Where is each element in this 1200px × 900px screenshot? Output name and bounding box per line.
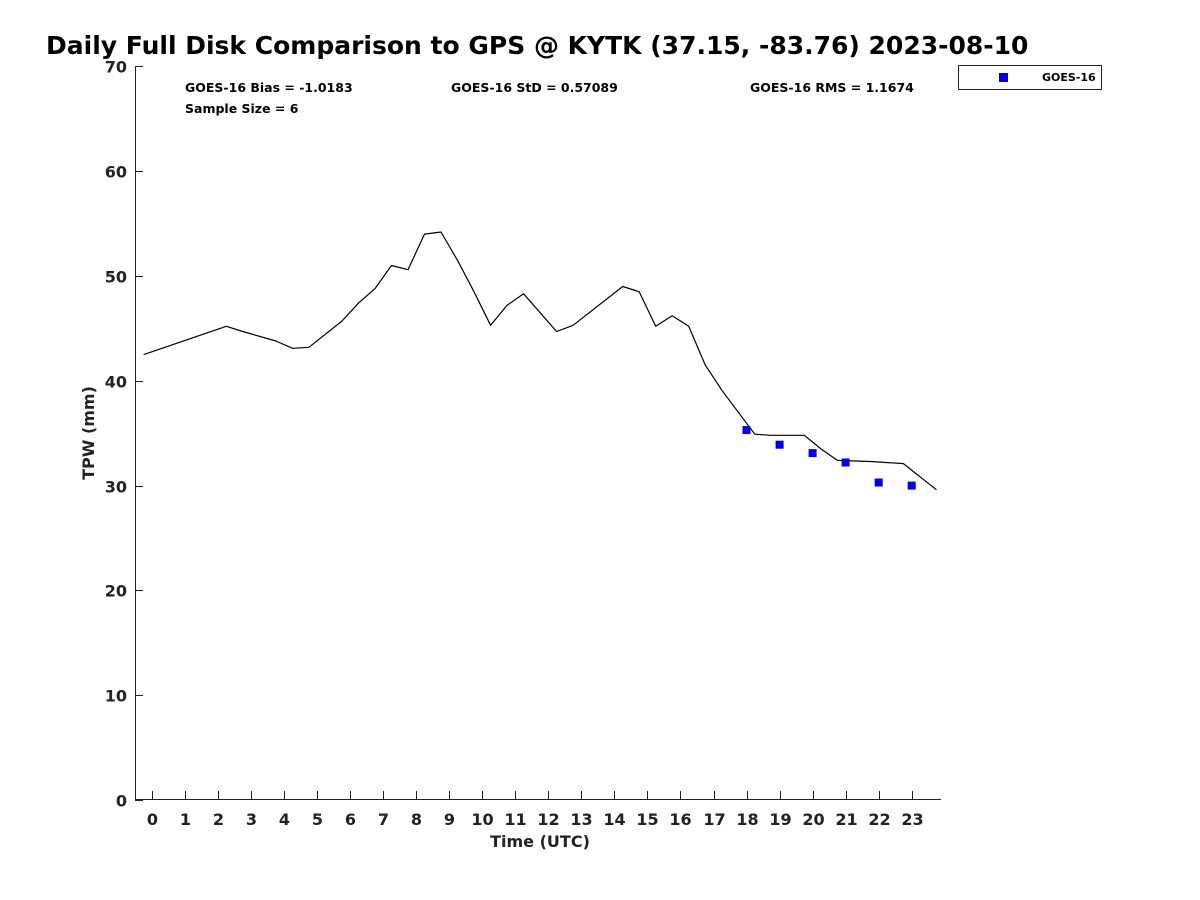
y-axis-label: TPW (mm) — [79, 386, 98, 480]
x-tick-label: 11 — [504, 810, 526, 829]
x-tick-label: 18 — [736, 810, 758, 829]
x-tick-label: 4 — [279, 810, 290, 829]
x-tick-label: 8 — [411, 810, 422, 829]
x-axis-label: Time (UTC) — [490, 832, 590, 851]
x-ticks: 0 1 2 3 4 5 6 7 8 9 10 11 12 13 14 15 16 17 18 19 20 21 22 23 — [147, 791, 924, 829]
stat-sample-size: Sample Size = 6 — [185, 101, 299, 116]
x-tick-label: 16 — [669, 810, 691, 829]
stat-rms: GOES-16 RMS = 1.1674 — [750, 80, 914, 95]
x-tick-label: 0 — [147, 810, 158, 829]
x-tick-label: 19 — [769, 810, 791, 829]
y-tick-label: 0 — [116, 792, 127, 811]
x-tick-label: 12 — [537, 810, 559, 829]
y-tick-label: 30 — [105, 478, 127, 497]
x-tick-label: 22 — [868, 810, 890, 829]
x-tick-label: 7 — [378, 810, 389, 829]
goes-16-point — [874, 478, 883, 487]
chart-title: Daily Full Disk Comparison to GPS @ KYTK… — [46, 31, 1028, 60]
x-tick-label: 13 — [570, 810, 592, 829]
goes-16-point — [907, 481, 916, 490]
y-tick-label: 20 — [105, 582, 127, 601]
x-tick-label: 14 — [603, 810, 625, 829]
goes-16-point — [775, 440, 784, 449]
x-tick-label: 2 — [213, 810, 224, 829]
x-tick-label: 3 — [246, 810, 257, 829]
y-tick-label: 70 — [105, 58, 127, 77]
goes-16-point — [841, 458, 850, 467]
x-tick-label: 9 — [444, 810, 455, 829]
legend: GOES-16 — [958, 65, 1102, 90]
x-tick-label: 23 — [901, 810, 923, 829]
x-tick-label: 6 — [345, 810, 356, 829]
x-tick-label: 1 — [180, 810, 191, 829]
x-tick-label: 21 — [835, 810, 857, 829]
legend-box — [958, 65, 1102, 90]
legend-marker-goes-16 — [999, 73, 1008, 82]
stat-std: GOES-16 StD = 0.57089 — [451, 80, 618, 95]
goes-16-point — [742, 426, 751, 435]
y-tick-label: 50 — [105, 268, 127, 287]
stat-bias: GOES-16 Bias = -1.0183 — [185, 80, 353, 95]
y-tick-label: 40 — [105, 373, 127, 392]
x-tick-label: 17 — [703, 810, 725, 829]
x-tick-label: 10 — [471, 810, 493, 829]
y-tick-label: 60 — [105, 163, 127, 182]
x-tick-label: 5 — [312, 810, 323, 829]
goes-16-point — [808, 449, 817, 458]
y-ticks: 0 10 20 30 40 50 60 70 — [105, 58, 143, 811]
y-tick-label: 10 — [105, 687, 127, 706]
legend-label-goes-16: GOES-16 — [1042, 71, 1096, 84]
x-tick-label: 20 — [802, 810, 824, 829]
x-tick-label: 15 — [636, 810, 658, 829]
gps-tpw-line — [143, 231, 937, 491]
series-layer — [143, 231, 937, 491]
